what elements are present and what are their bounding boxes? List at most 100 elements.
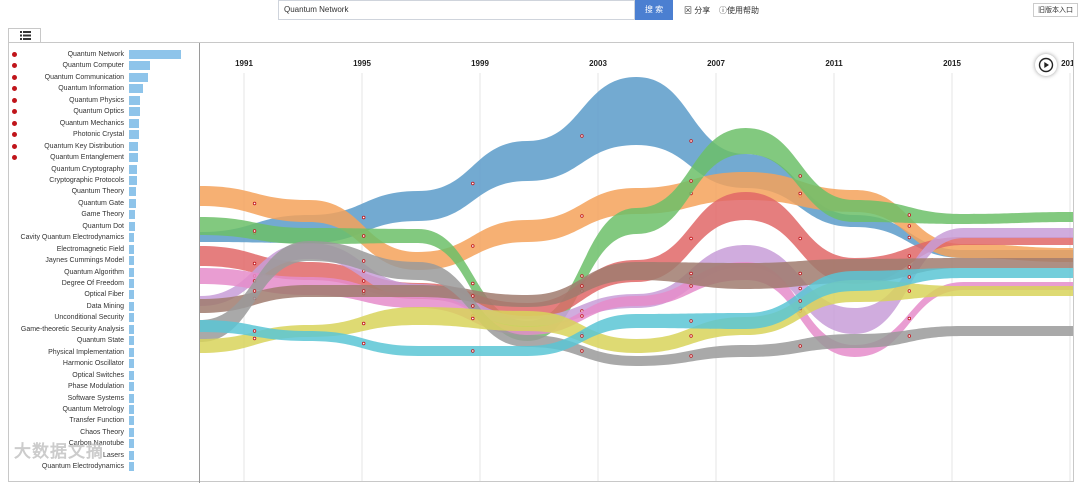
paper-marker[interactable] bbox=[907, 254, 912, 258]
paper-marker[interactable] bbox=[907, 224, 912, 228]
keyword-row[interactable]: Photonic Crystal bbox=[9, 129, 199, 140]
keyword-row[interactable]: Cryptographic Protocols bbox=[9, 175, 199, 186]
keyword-row[interactable]: Harmonic Oscillator bbox=[9, 358, 199, 369]
paper-marker[interactable] bbox=[580, 214, 584, 218]
paper-marker[interactable] bbox=[798, 299, 802, 303]
keyword-row[interactable]: Unconditional Security bbox=[9, 312, 199, 323]
keyword-row[interactable]: Degree Of Freedom bbox=[9, 278, 199, 289]
search-button[interactable]: 搜 索 bbox=[635, 0, 673, 20]
paper-marker[interactable] bbox=[361, 259, 366, 263]
help-link[interactable]: ⓘ使用帮助 bbox=[719, 5, 759, 16]
paper-marker[interactable] bbox=[252, 229, 257, 233]
paper-marker[interactable] bbox=[361, 279, 366, 283]
paper-marker[interactable] bbox=[798, 236, 802, 241]
menu-toggle-button[interactable] bbox=[8, 28, 41, 42]
keyword-row[interactable]: Game Theory bbox=[9, 209, 199, 220]
keyword-row[interactable]: Chaos Theory bbox=[9, 427, 199, 438]
paper-marker[interactable] bbox=[580, 349, 584, 353]
paper-marker[interactable] bbox=[580, 134, 584, 138]
old-version-button[interactable]: 旧版本入口 bbox=[1033, 3, 1078, 17]
keyword-row[interactable]: Quantum Physics bbox=[9, 95, 199, 106]
keyword-row[interactable]: Quantum Key Distribution bbox=[9, 141, 199, 152]
paper-marker[interactable] bbox=[907, 316, 912, 321]
keyword-stream[interactable] bbox=[200, 268, 1073, 356]
paper-marker[interactable] bbox=[798, 271, 802, 276]
keyword-row[interactable]: Physical Implementation bbox=[9, 347, 199, 358]
paper-marker[interactable] bbox=[907, 334, 912, 338]
paper-marker[interactable] bbox=[580, 314, 584, 318]
keyword-row[interactable]: Quantum Dot bbox=[9, 221, 199, 232]
keyword-row[interactable]: Game-theoretic Security Analysis bbox=[9, 324, 199, 335]
paper-marker[interactable] bbox=[689, 271, 693, 276]
paper-marker[interactable] bbox=[471, 316, 475, 321]
paper-marker[interactable] bbox=[471, 304, 475, 308]
keyword-row[interactable]: Cavity Quantum Electrodynamics bbox=[9, 232, 199, 243]
keyword-row[interactable]: Quantum Information bbox=[9, 83, 199, 94]
keyword-stream[interactable] bbox=[200, 172, 1073, 270]
keyword-row[interactable]: Quantum Gate bbox=[9, 198, 199, 209]
keyword-row[interactable]: Quantum Algorithm bbox=[9, 267, 199, 278]
keyword-row[interactable]: Software Systems bbox=[9, 393, 199, 404]
paper-marker[interactable] bbox=[689, 139, 693, 143]
paper-marker[interactable] bbox=[252, 201, 257, 206]
paper-marker[interactable] bbox=[689, 334, 693, 338]
keyword-stream[interactable] bbox=[200, 241, 1073, 366]
paper-marker[interactable] bbox=[907, 289, 912, 293]
paper-marker[interactable] bbox=[252, 289, 257, 293]
paper-marker[interactable] bbox=[689, 354, 693, 358]
paper-marker[interactable] bbox=[471, 281, 475, 286]
paper-marker[interactable] bbox=[798, 286, 802, 291]
paper-marker[interactable] bbox=[252, 261, 257, 266]
paper-marker[interactable] bbox=[689, 319, 693, 323]
paper-marker[interactable] bbox=[361, 289, 366, 293]
keyword-row[interactable]: Quantum Network bbox=[9, 49, 199, 60]
keyword-row[interactable]: Quantum Electrodynamics bbox=[9, 461, 199, 472]
paper-marker[interactable] bbox=[689, 236, 693, 241]
paper-marker[interactable] bbox=[471, 294, 475, 298]
keyword-row[interactable]: Quantum Cryptography bbox=[9, 164, 199, 175]
paper-marker[interactable] bbox=[361, 234, 366, 238]
keyword-row[interactable]: Quantum Metrology bbox=[9, 404, 199, 415]
paper-marker[interactable] bbox=[361, 215, 366, 220]
keyword-row[interactable]: Carbon Nanotube bbox=[9, 438, 199, 449]
paper-marker[interactable] bbox=[907, 265, 912, 269]
paper-marker[interactable] bbox=[252, 329, 257, 333]
keyword-stream[interactable] bbox=[200, 77, 1073, 258]
keyword-row[interactable]: Electromagnetic Field bbox=[9, 244, 199, 255]
paper-marker[interactable] bbox=[907, 213, 912, 217]
keyword-row[interactable]: Quantum State bbox=[9, 335, 199, 346]
paper-marker[interactable] bbox=[252, 336, 257, 341]
play-button[interactable] bbox=[1035, 54, 1057, 76]
keyword-row[interactable]: Transfer Function bbox=[9, 415, 199, 426]
search-input[interactable]: Quantum Network bbox=[278, 0, 635, 20]
keyword-row[interactable]: Phase Modulation bbox=[9, 381, 199, 392]
paper-marker[interactable] bbox=[471, 181, 475, 186]
keyword-row[interactable]: Quantum Mechanics bbox=[9, 118, 199, 129]
paper-marker[interactable] bbox=[361, 341, 366, 346]
paper-marker[interactable] bbox=[580, 334, 584, 338]
paper-marker[interactable] bbox=[907, 275, 912, 279]
paper-marker[interactable] bbox=[580, 274, 584, 278]
keyword-stream[interactable] bbox=[200, 128, 1073, 341]
keyword-row[interactable]: Lasers bbox=[9, 450, 199, 461]
keyword-stream[interactable] bbox=[200, 280, 1073, 353]
paper-marker[interactable] bbox=[798, 174, 802, 178]
keyword-row[interactable]: Quantum Computer bbox=[9, 60, 199, 71]
keyword-row[interactable]: Jaynes Cummings Model bbox=[9, 255, 199, 266]
keyword-row[interactable]: Data Mining bbox=[9, 301, 199, 312]
keyword-row[interactable]: Quantum Optics bbox=[9, 106, 199, 117]
paper-marker[interactable] bbox=[798, 344, 802, 348]
keyword-stream[interactable] bbox=[200, 228, 1073, 334]
paper-marker[interactable] bbox=[580, 284, 584, 288]
keyword-row[interactable]: Quantum Communication bbox=[9, 72, 199, 83]
keyword-row[interactable]: Optical Fiber bbox=[9, 289, 199, 300]
paper-marker[interactable] bbox=[689, 284, 693, 288]
keyword-row[interactable]: Quantum Theory bbox=[9, 186, 199, 197]
paper-marker[interactable] bbox=[471, 349, 475, 353]
keyword-row[interactable]: Quantum Entanglement bbox=[9, 152, 199, 163]
paper-marker[interactable] bbox=[361, 321, 366, 326]
share-button[interactable]: ⊠ 分享 bbox=[684, 5, 710, 16]
paper-marker[interactable] bbox=[907, 235, 912, 240]
paper-marker[interactable] bbox=[471, 244, 475, 248]
paper-marker[interactable] bbox=[798, 191, 802, 196]
